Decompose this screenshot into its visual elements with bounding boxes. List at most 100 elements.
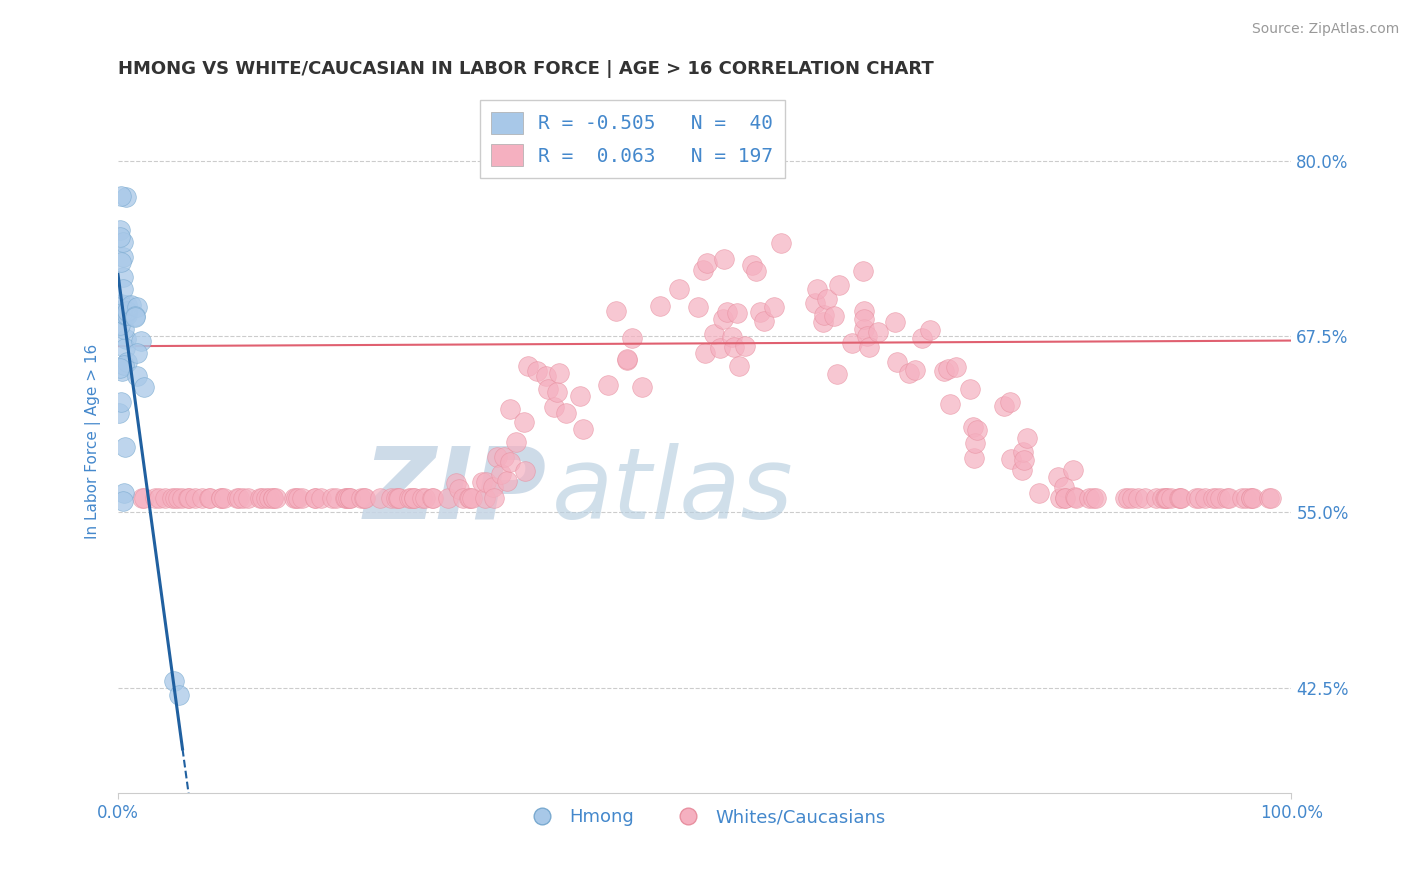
Point [112,250,135,264]
Point [131,491,153,505]
Point [110,188,132,202]
Point [148,491,170,505]
Text: Source: ZipAtlas.com: Source: ZipAtlas.com [1251,22,1399,37]
Point [249,491,271,505]
Point [713,252,735,266]
Point [114,341,136,355]
Point [959,382,981,396]
Point [127,300,149,314]
Point [1049,491,1071,505]
Point [546,384,568,399]
Point [482,491,505,505]
Point [1160,491,1182,505]
Point [422,491,444,505]
Point [436,491,458,505]
Point [734,338,756,352]
Point [111,269,134,284]
Point [114,332,136,346]
Point [236,491,259,505]
Point [129,334,152,349]
Point [163,673,186,688]
Point [696,256,718,270]
Point [1012,453,1035,467]
Point [184,491,207,505]
Point [112,494,135,508]
Point [499,401,522,416]
Point [411,491,433,505]
Point [350,491,373,505]
Point [668,282,690,296]
Point [115,304,138,318]
Point [1218,491,1240,505]
Point [692,263,714,277]
Point [232,491,254,505]
Point [748,305,770,319]
Point [167,688,190,702]
Point [858,340,880,354]
Point [333,491,356,505]
Point [335,491,357,505]
Point [852,264,875,278]
Point [770,235,793,250]
Point [444,476,467,491]
Point [1011,463,1033,477]
Point [111,363,134,377]
Point [938,361,960,376]
Point [112,235,135,249]
Point [471,475,494,489]
Point [148,885,170,892]
Point [703,327,725,342]
Point [354,491,377,505]
Point [110,361,132,376]
Point [1153,491,1175,505]
Point [1234,491,1257,505]
Point [911,331,934,345]
Point [1047,469,1070,483]
Point [110,255,132,269]
Point [226,491,249,505]
Point [475,475,498,490]
Point [1000,394,1022,409]
Point [1062,463,1084,477]
Point [486,450,509,465]
Point [963,435,986,450]
Point [200,491,222,505]
Point [804,296,827,310]
Point [110,306,132,320]
Point [124,309,146,323]
Point [1081,491,1104,505]
Point [287,491,309,505]
Point [1168,491,1191,505]
Point [368,491,391,505]
Point [716,304,738,318]
Point [285,491,308,505]
Point [160,491,183,505]
Text: atlas: atlas [553,442,794,540]
Point [228,491,250,505]
Point [1144,491,1167,505]
Legend: Hmong, Whites/Caucasians: Hmong, Whites/Caucasians [517,801,893,833]
Point [1066,491,1088,505]
Point [110,297,132,311]
Point [402,491,425,505]
Point [380,491,402,505]
Point [1154,491,1177,505]
Point [1133,491,1156,505]
Point [108,229,131,244]
Point [1053,480,1076,494]
Point [693,346,716,360]
Point [191,491,214,505]
Point [904,362,927,376]
Point [1028,486,1050,500]
Point [291,491,314,505]
Point [309,491,332,505]
Point [321,491,343,505]
Y-axis label: In Labor Force | Age > 16: In Labor Force | Age > 16 [86,344,101,540]
Point [725,306,748,320]
Point [353,491,375,505]
Point [1000,451,1022,466]
Point [460,491,482,505]
Point [1184,491,1206,505]
Point [420,491,443,505]
Point [262,491,284,505]
